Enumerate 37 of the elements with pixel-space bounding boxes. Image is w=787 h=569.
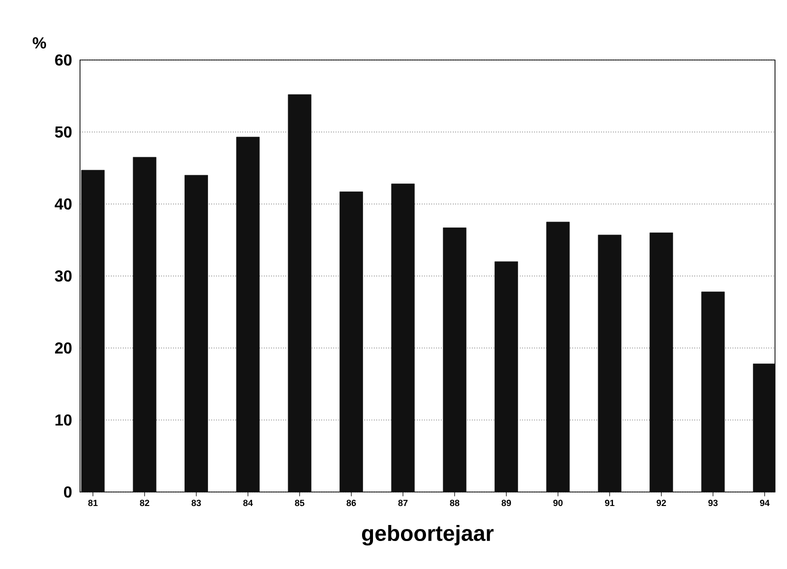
bar xyxy=(442,228,466,492)
y-axis-title: % xyxy=(32,37,46,48)
bar xyxy=(650,232,674,492)
x-tick-label: 84 xyxy=(243,500,253,506)
bar xyxy=(340,192,363,492)
x-tick-label: 82 xyxy=(140,500,150,506)
bar xyxy=(236,136,260,492)
x-tick-label: 89 xyxy=(502,500,511,506)
y-tick-label: 30 xyxy=(54,270,72,282)
x-tick-label: 86 xyxy=(346,500,356,506)
x-tick-label: 92 xyxy=(656,500,666,506)
y-tick-label: 10 xyxy=(56,414,72,426)
y-tick-label: 50 xyxy=(54,126,72,138)
y-tick-label: 60 xyxy=(55,54,72,66)
x-tick-label: 90 xyxy=(553,500,563,506)
x-axis-title: geboortejaar xyxy=(362,524,494,546)
bar xyxy=(288,94,312,492)
bar xyxy=(752,364,776,492)
bar xyxy=(546,222,570,492)
x-tick-label: 91 xyxy=(604,500,614,506)
x-tick-label: 93 xyxy=(708,500,718,506)
x-tick-label: 87 xyxy=(398,500,408,506)
y-tick-label: 40 xyxy=(54,198,72,210)
bar xyxy=(81,170,105,492)
bar xyxy=(391,184,415,492)
x-tick-label: 81 xyxy=(88,500,98,506)
bar xyxy=(494,261,518,492)
bar xyxy=(132,156,156,492)
y-tick-label: 20 xyxy=(55,342,72,354)
bar xyxy=(598,234,622,492)
x-tick-label: 88 xyxy=(450,500,460,506)
x-tick-label: 85 xyxy=(294,500,304,506)
bar xyxy=(184,174,208,492)
bar xyxy=(701,292,725,492)
x-tick-label: 83 xyxy=(192,500,201,506)
x-tick-label: 94 xyxy=(760,500,770,506)
y-tick-label: 0 xyxy=(64,486,72,498)
